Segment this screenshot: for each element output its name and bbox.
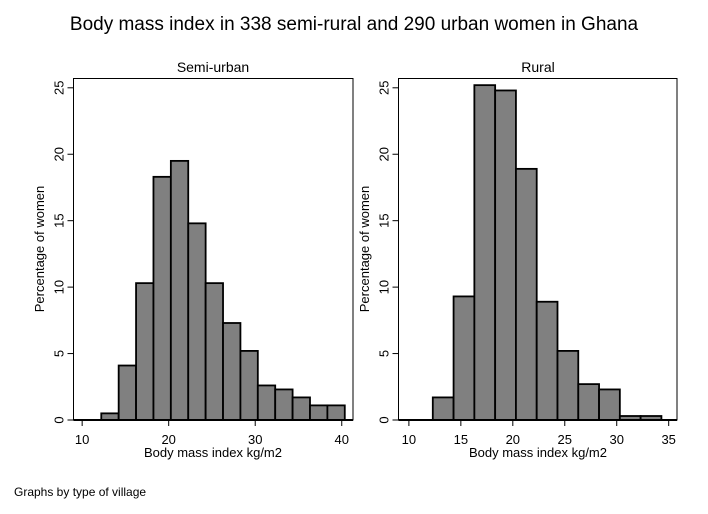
x-tick-label: 35	[661, 432, 675, 447]
y-tick-label: 0	[52, 416, 67, 423]
histogram-bar	[431, 396, 455, 421]
y-axis-label: Percentage of women	[357, 186, 372, 312]
histogram-bar	[291, 396, 311, 421]
histogram-bar	[535, 300, 559, 421]
x-tick-label: 10	[402, 432, 416, 447]
chart-title: Body mass index in 338 semi-rural and 29…	[70, 14, 639, 35]
histogram-bar	[452, 295, 476, 421]
x-tick-label: 10	[75, 432, 89, 447]
histogram-bar	[473, 84, 497, 421]
panel-title: Semi-urban	[177, 59, 249, 75]
histogram-bar	[187, 222, 207, 421]
x-axis-label: Body mass index kg/m2	[469, 445, 607, 460]
histogram-bar	[222, 322, 242, 421]
histogram-bar	[274, 388, 294, 421]
histogram-bar	[169, 159, 190, 421]
histogram-bar	[239, 350, 259, 421]
histogram-bar	[556, 350, 580, 421]
x-tick-label: 30	[248, 432, 262, 447]
y-tick-label: 10	[377, 280, 392, 294]
y-tick-label: 15	[377, 213, 392, 227]
histogram-bar	[326, 404, 346, 421]
histogram-bar	[117, 364, 137, 421]
histogram-bar	[256, 384, 277, 421]
histogram-bar	[204, 282, 224, 421]
x-tick-label: 30	[609, 432, 623, 447]
x-tick-label: 40	[335, 432, 349, 447]
histogram-bar	[494, 89, 517, 421]
x-tick-label: 15	[454, 432, 468, 447]
x-tick-label: 25	[558, 432, 572, 447]
y-tick-label: 5	[377, 350, 392, 357]
y-tick-label: 25	[377, 81, 392, 95]
y-tick-label: 20	[377, 147, 392, 161]
histogram-bar	[309, 404, 329, 421]
panel-title: Rural	[521, 59, 554, 75]
x-tick-label: 20	[161, 432, 175, 447]
y-tick-label: 0	[377, 416, 392, 423]
y-tick-label: 25	[52, 81, 67, 95]
histogram-bar	[598, 388, 621, 421]
histogram-bar	[135, 282, 155, 421]
x-axis-label: Body mass index kg/m2	[144, 445, 282, 460]
y-tick-label: 20	[52, 147, 67, 161]
histogram-bar	[577, 383, 600, 421]
histogram-bar	[515, 167, 538, 421]
y-tick-label: 10	[52, 280, 67, 294]
panel-rural: Rural Body mass index kg/m2 Percentage o…	[357, 59, 678, 460]
y-axis-label: Percentage of women	[32, 186, 47, 312]
histogram-bar	[152, 175, 172, 421]
x-tick-label: 20	[506, 432, 520, 447]
y-tick-label: 15	[52, 213, 67, 227]
panel-semi-urban: Semi-urban Body mass index kg/m2 Percent…	[32, 59, 354, 460]
y-tick-label: 5	[52, 350, 67, 357]
footnote: Graphs by type of village	[14, 485, 146, 499]
